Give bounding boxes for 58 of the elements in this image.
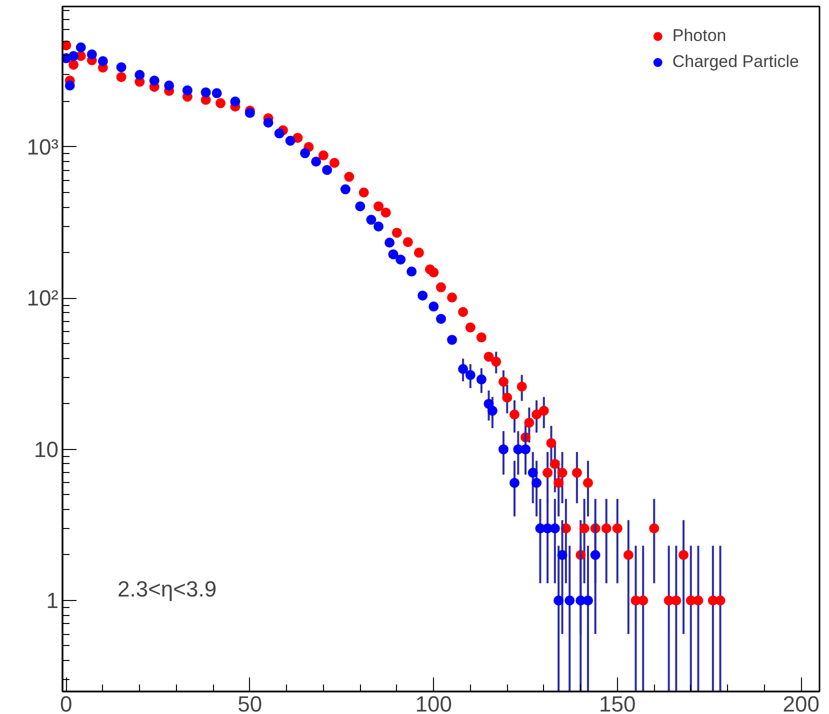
point [428,302,439,312]
point [557,550,568,560]
point [311,156,322,167]
point [355,201,366,212]
annotation: 2.3<η<3.9 [118,576,217,602]
point [509,478,520,488]
x-tick-label: 150 [599,692,636,714]
x-tick-label: 100 [415,692,452,714]
y-tick-label: 10³ [26,134,58,160]
point [388,249,398,260]
point [212,88,222,98]
point [164,80,174,91]
point [582,596,593,606]
legend-label: Photon [672,26,726,46]
point [285,136,296,146]
x-tick-label: 0 [60,692,72,714]
point [274,128,284,138]
point [64,80,75,91]
point [340,184,350,194]
point [564,596,575,606]
point [76,42,86,52]
point [86,49,97,60]
point [554,596,564,606]
point [406,266,417,277]
point [550,523,560,534]
x-tick-label: 50 [238,692,262,714]
point [200,87,211,98]
point [418,290,428,301]
legend-label: Charged Particle [672,52,799,72]
point [374,221,384,232]
point [98,56,108,66]
point [590,550,600,560]
point [465,370,476,380]
point [487,406,498,416]
point [68,50,79,61]
point [528,468,538,478]
x-tick-label: 200 [782,692,820,714]
point [384,238,395,248]
y-tick-label: 1 [46,588,59,613]
point [520,444,531,454]
point [498,444,508,454]
point [300,148,310,158]
point [149,76,160,86]
point [366,214,376,225]
point [447,334,458,345]
point [322,164,332,175]
y-tick-label: 10 [34,436,59,462]
point [436,314,446,324]
point [263,118,274,128]
point [182,85,192,96]
point [532,478,542,488]
point [476,374,486,384]
point [134,70,145,80]
point [116,62,126,72]
point [458,364,468,374]
point [230,96,240,106]
y-tick-label: 10² [26,286,58,311]
point [396,254,406,265]
